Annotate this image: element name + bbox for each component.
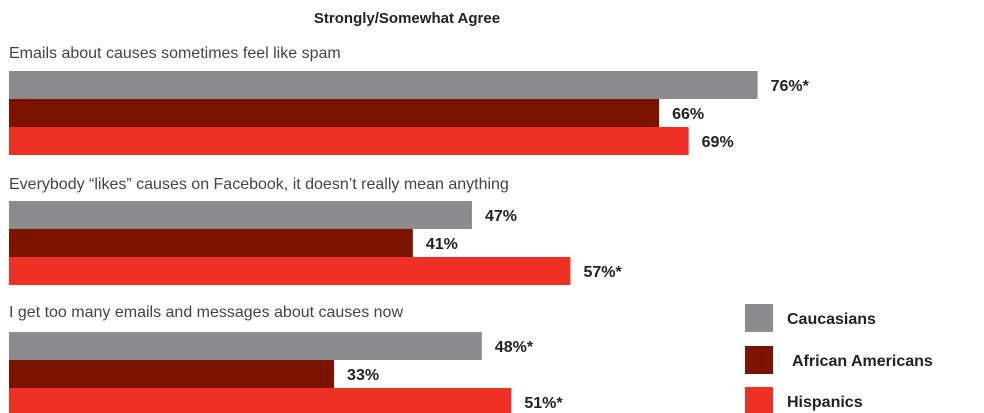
data-label: 69% (702, 134, 734, 151)
bar (9, 332, 482, 360)
legend-swatch (745, 387, 773, 413)
legend-swatch (745, 304, 773, 332)
bar (9, 360, 335, 388)
data-label: 47% (485, 208, 517, 225)
bar (9, 127, 689, 155)
category-label: Emails about causes sometimes feel like … (9, 45, 341, 62)
bar (9, 99, 660, 127)
data-label: 33% (347, 367, 379, 384)
legend-swatch (745, 346, 773, 374)
data-label: 48%* (495, 339, 534, 356)
bar (9, 201, 472, 229)
legend-label: Caucasians (787, 311, 876, 328)
legend-label: African Americans (792, 353, 933, 370)
legend-label: Hispanics (787, 394, 863, 411)
data-label: 51%* (524, 395, 563, 412)
data-label: 41% (426, 236, 458, 253)
data-label: 76%* (771, 78, 810, 95)
bar (9, 71, 758, 99)
category-label: I get too many emails and messages about… (9, 304, 403, 321)
data-label: 57%* (583, 264, 622, 281)
bar (9, 229, 413, 257)
category-label: Everybody “likes” causes on Facebook, it… (9, 176, 509, 193)
bar (9, 257, 571, 285)
data-label: 66% (672, 106, 704, 123)
chart-title: Strongly/Somewhat Agree (314, 10, 500, 27)
bar (9, 388, 512, 413)
